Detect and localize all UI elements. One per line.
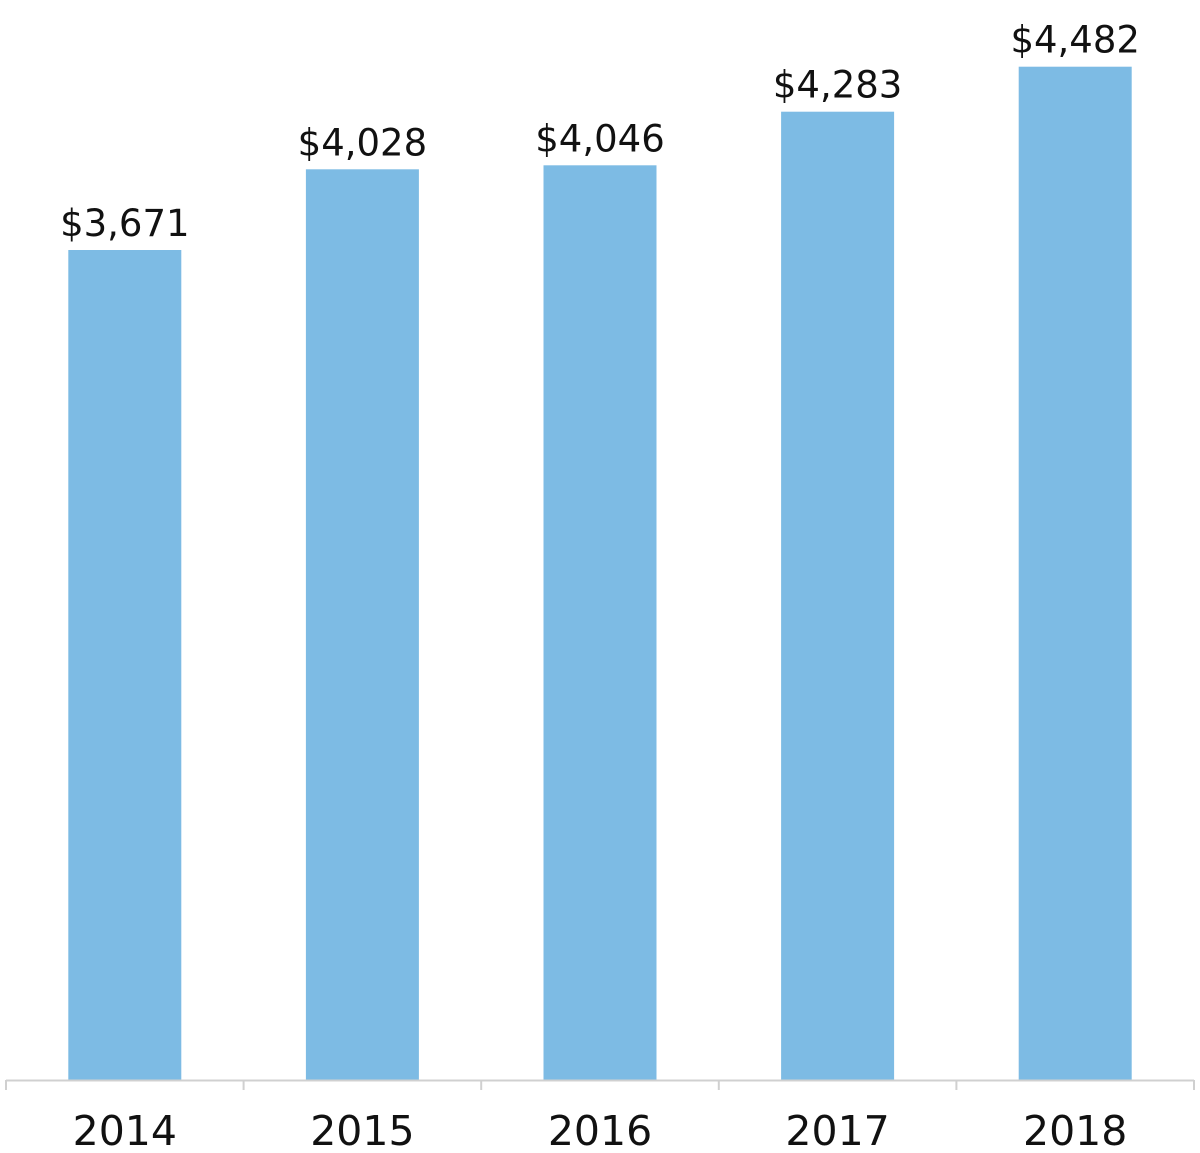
bar-2015 [305, 169, 419, 1081]
bar-2014 [68, 250, 182, 1080]
bar-2017 [781, 111, 895, 1080]
data-labels-group: $3,671 $4,028 $4,046 $4,283 $4,482 [60, 19, 1140, 245]
bar-2018 [1018, 66, 1132, 1080]
data-label-2014: $3,671 [60, 202, 189, 245]
x-tick-label-2015: 2015 [310, 1107, 414, 1153]
bar-2016 [543, 165, 657, 1081]
x-tick-label-2017: 2017 [785, 1107, 889, 1153]
data-label-2016: $4,046 [535, 117, 664, 160]
x-tick-label-2018: 2018 [1023, 1107, 1127, 1153]
x-tick-labels-group: 2014 2015 2016 2017 2018 [73, 1107, 1128, 1153]
x-tick-label-2016: 2016 [548, 1107, 652, 1153]
data-label-2017: $4,283 [773, 64, 902, 107]
data-label-2015: $4,028 [298, 121, 427, 164]
x-axis [5, 1079, 1195, 1090]
bars-group [68, 66, 1132, 1081]
x-tick-label-2014: 2014 [73, 1107, 177, 1153]
data-label-2018: $4,482 [1010, 19, 1139, 62]
